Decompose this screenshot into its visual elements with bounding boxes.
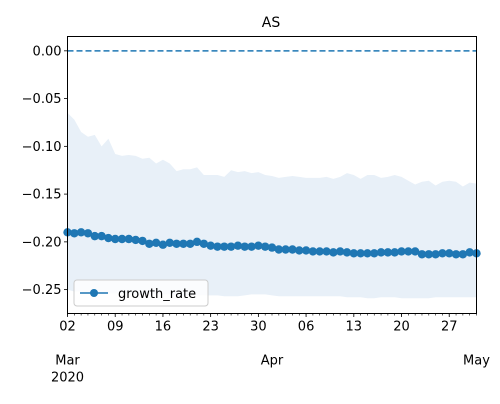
data-point-growth-rate (220, 242, 229, 251)
x-tick-label: 13 (346, 320, 363, 335)
data-point-growth-rate (117, 234, 127, 244)
x-year-label: 2020 (51, 371, 84, 386)
data-point-growth-rate (424, 250, 433, 259)
data-point-growth-rate (124, 234, 134, 244)
y-tick-label: 0.00 (33, 44, 62, 59)
data-point-growth-rate (329, 248, 338, 257)
data-point-growth-rate (315, 247, 324, 256)
data-point-growth-rate (179, 239, 188, 248)
data-point-growth-rate (458, 250, 468, 259)
y-tick-label: −0.15 (22, 188, 62, 203)
data-point-growth-rate (83, 229, 93, 238)
axes-frame (67, 36, 477, 314)
data-point-growth-rate (465, 248, 474, 257)
plot-area (63, 50, 481, 299)
data-point-growth-rate (295, 246, 304, 255)
data-point-growth-rate (97, 231, 106, 241)
data-point-growth-rate (404, 247, 413, 256)
data-point-growth-rate (131, 235, 140, 245)
data-point-growth-rate (138, 236, 147, 246)
data-point-growth-rate (383, 248, 393, 257)
x-tick-label: 20 (393, 320, 410, 335)
x-tick-label: 16 (155, 320, 172, 335)
data-point-growth-rate (213, 242, 222, 251)
legend-box (73, 279, 209, 307)
y-tick-label: −0.25 (22, 283, 62, 298)
data-point-growth-rate (165, 238, 174, 248)
data-point-growth-rate (342, 248, 352, 257)
data-point-growth-rate (158, 240, 168, 249)
data-point-growth-rate (445, 249, 454, 258)
data-point-growth-rate (240, 242, 249, 251)
data-point-growth-rate (192, 237, 202, 247)
y-tick-label: −0.10 (22, 140, 62, 155)
data-point-growth-rate (186, 239, 195, 248)
data-point-growth-rate (363, 249, 372, 258)
data-point-growth-rate (410, 247, 420, 256)
data-point-growth-rate (417, 250, 427, 259)
legend[interactable]: growth_rate (73, 279, 209, 307)
data-point-growth-rate (356, 249, 365, 258)
data-point-growth-rate (438, 249, 447, 258)
data-point-growth-rate (247, 242, 256, 251)
data-point-growth-rate (111, 234, 120, 244)
data-point-growth-rate (451, 250, 461, 259)
data-point-growth-rate (172, 239, 181, 248)
data-point-growth-rate (70, 229, 79, 238)
x-tick-label: 23 (202, 320, 219, 335)
x-month-label: May (463, 354, 490, 369)
data-point-growth-rate (104, 233, 113, 243)
x-month-label: Mar (55, 354, 80, 369)
data-point-growth-rate (301, 246, 311, 255)
y-tick-label: −0.20 (22, 235, 62, 250)
x-tick-label: 30 (250, 320, 267, 335)
confidence-band (67, 112, 477, 299)
legend-marker-swatch (90, 289, 98, 297)
data-point-growth-rate (151, 238, 161, 248)
data-point-growth-rate (431, 250, 440, 259)
x-tick-label: 02 (59, 320, 76, 335)
data-point-growth-rate (267, 243, 277, 252)
data-point-growth-rate (322, 247, 331, 256)
data-point-growth-rate (390, 248, 399, 257)
data-point-growth-rate (254, 241, 263, 250)
y-axis: 0.00 −0.05 −0.10 −0.15 −0.20 −0.25 (22, 44, 68, 298)
data-point-growth-rate (376, 248, 386, 257)
data-point-growth-rate (260, 242, 270, 251)
data-point-growth-rate (335, 247, 345, 256)
data-point-growth-rate (370, 249, 379, 258)
y-tick-label: −0.05 (22, 92, 62, 107)
data-point-growth-rate (349, 249, 358, 258)
x-tick-label: 09 (107, 320, 124, 335)
data-point-growth-rate (226, 242, 236, 251)
legend-label-growth-rate: growth_rate (118, 287, 196, 302)
data-point-growth-rate (206, 241, 215, 250)
x-tick-label: 27 (441, 320, 458, 335)
data-point-growth-rate (76, 228, 86, 237)
data-point-growth-rate (274, 245, 284, 254)
data-point-growth-rate (308, 247, 318, 256)
data-point-growth-rate (288, 245, 297, 254)
data-point-growth-rate (281, 245, 290, 254)
x-axis: 02 09 16 23 30 06 13 20 27 Mar 2020 Apr May (51, 313, 490, 386)
x-month-label: Apr (261, 354, 284, 369)
data-point-growth-rate (145, 239, 154, 248)
x-tick-label: 06 (298, 320, 315, 335)
chart-title: AS (262, 15, 281, 31)
data-point-growth-rate (233, 241, 243, 250)
data-point-growth-rate (397, 247, 406, 256)
data-point-growth-rate (199, 239, 209, 248)
data-point-growth-rate (90, 231, 99, 241)
